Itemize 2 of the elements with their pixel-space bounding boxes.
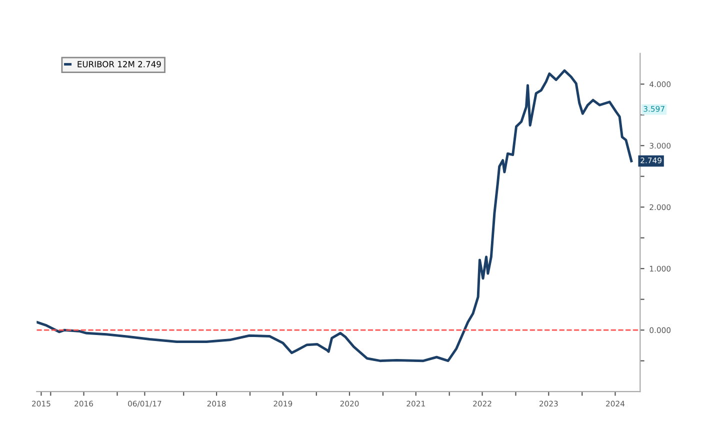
line-series (36, 69, 633, 362)
legend-label: EURIBOR 12M 2.749 (78, 61, 161, 68)
